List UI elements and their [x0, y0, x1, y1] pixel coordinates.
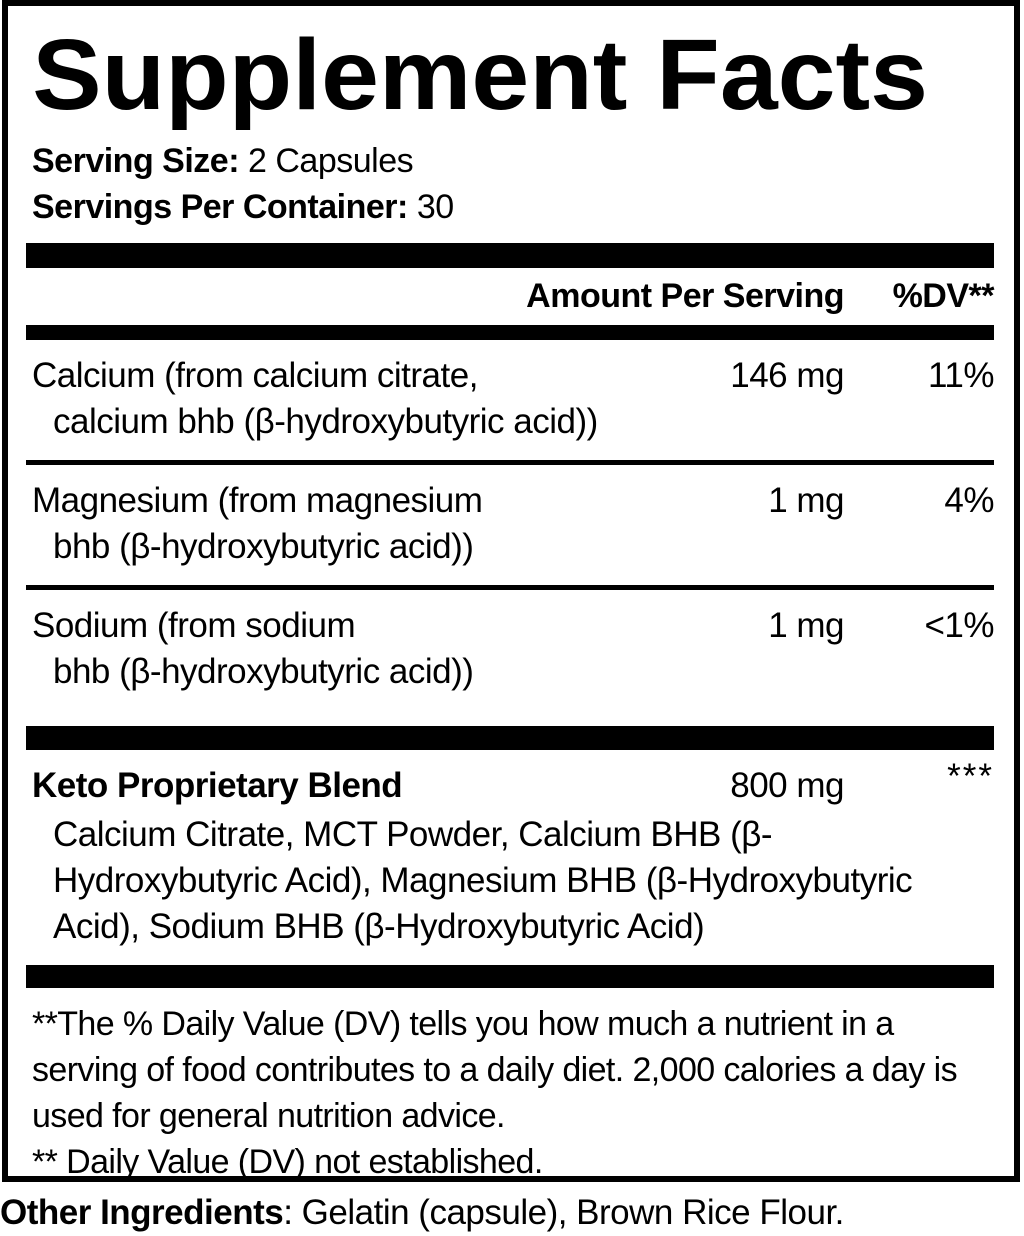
- serving-info: Serving Size: 2 Capsules Servings Per Con…: [26, 138, 994, 230]
- nutrient-name: Sodium (from sodium bhb (β-hydroxybutyri…: [26, 603, 674, 695]
- nutrient-name: Magnesium (from magnesium bhb (β-hydroxy…: [26, 478, 674, 570]
- nutrient-name-line2: calcium bhb (β-hydroxybutyric acid)): [53, 402, 598, 441]
- nutrient-amount: 1 mg: [768, 606, 844, 645]
- servings-per-container-value: 30: [416, 188, 454, 226]
- other-ingredients-label: Other Ingredients: [0, 1193, 284, 1232]
- table-row-sodium: Sodium (from sodium bhb (β-hydroxybutyri…: [26, 590, 995, 710]
- panel-title: Supplement Facts: [32, 19, 928, 131]
- footnote-daily-value: **The % Daily Value (DV) tells you how m…: [32, 1005, 958, 1135]
- nutrient-amount: 1 mg: [768, 481, 844, 520]
- separator-bar-header: [26, 325, 994, 340]
- footnotes: **The % Daily Value (DV) tells you how m…: [26, 988, 994, 1185]
- table-header-row: Amount Per Serving %DV**: [26, 268, 994, 325]
- nutrient-name-line2: bhb (β-hydroxybutyric acid)): [53, 527, 474, 566]
- servings-per-container-line: Servings Per Container: 30: [32, 184, 994, 230]
- serving-size-line: Serving Size: 2 Capsules: [32, 138, 994, 184]
- serving-size-value: 2 Capsules: [248, 142, 414, 180]
- servings-per-container-label: Servings Per Container:: [32, 188, 408, 226]
- nutrient-amount: 146 mg: [730, 356, 844, 395]
- nutrient-dv: 4%: [944, 481, 994, 520]
- other-ingredients-value: : Gelatin (capsule), Brown Rice Flour.: [283, 1193, 844, 1232]
- row-divider: [26, 585, 994, 590]
- blend-name: Keto Proprietary Blend: [32, 766, 403, 805]
- nutrient-name-line1: Sodium (from sodium: [32, 606, 356, 645]
- table-row-calcium: Calcium (from calcium citrate, calcium b…: [26, 340, 995, 460]
- nutrient-name-line1: Calcium (from calcium citrate,: [32, 356, 478, 395]
- separator-bar-footnote: [26, 965, 994, 988]
- separator-bar-top: [26, 243, 994, 268]
- header-amount-per-serving: Amount Per Serving: [526, 277, 844, 315]
- table-row-keto-blend: Keto Proprietary Blend 800 mg ***: [26, 750, 994, 810]
- nutrient-dv: <1%: [924, 606, 994, 645]
- other-ingredients-line: Other Ingredients: Gelatin (capsule), Br…: [0, 1190, 1024, 1236]
- blend-dv-stars: ***: [947, 757, 994, 796]
- serving-size-label: Serving Size:: [32, 142, 240, 180]
- nutrient-dv: 11%: [928, 356, 994, 395]
- separator-bar-blend: [26, 726, 994, 750]
- footnote-not-established: ** Daily Value (DV) not established.: [32, 1143, 543, 1181]
- nutrient-name: Calcium (from calcium citrate, calcium b…: [26, 353, 674, 445]
- supplement-facts-panel: Supplement Facts Serving Size: 2 Capsules…: [2, 0, 1020, 1182]
- nutrient-name-line2: bhb (β-hydroxybutyric acid)): [53, 652, 474, 691]
- blend-amount: 800 mg: [730, 766, 844, 805]
- blend-description: Calcium Citrate, MCT Powder, Calcium BHB…: [53, 815, 913, 946]
- table-row-magnesium: Magnesium (from magnesium bhb (β-hydroxy…: [26, 465, 995, 585]
- row-divider: [26, 460, 994, 465]
- nutrient-name-line1: Magnesium (from magnesium: [32, 481, 483, 520]
- header-percent-dv: %DV**: [892, 277, 995, 315]
